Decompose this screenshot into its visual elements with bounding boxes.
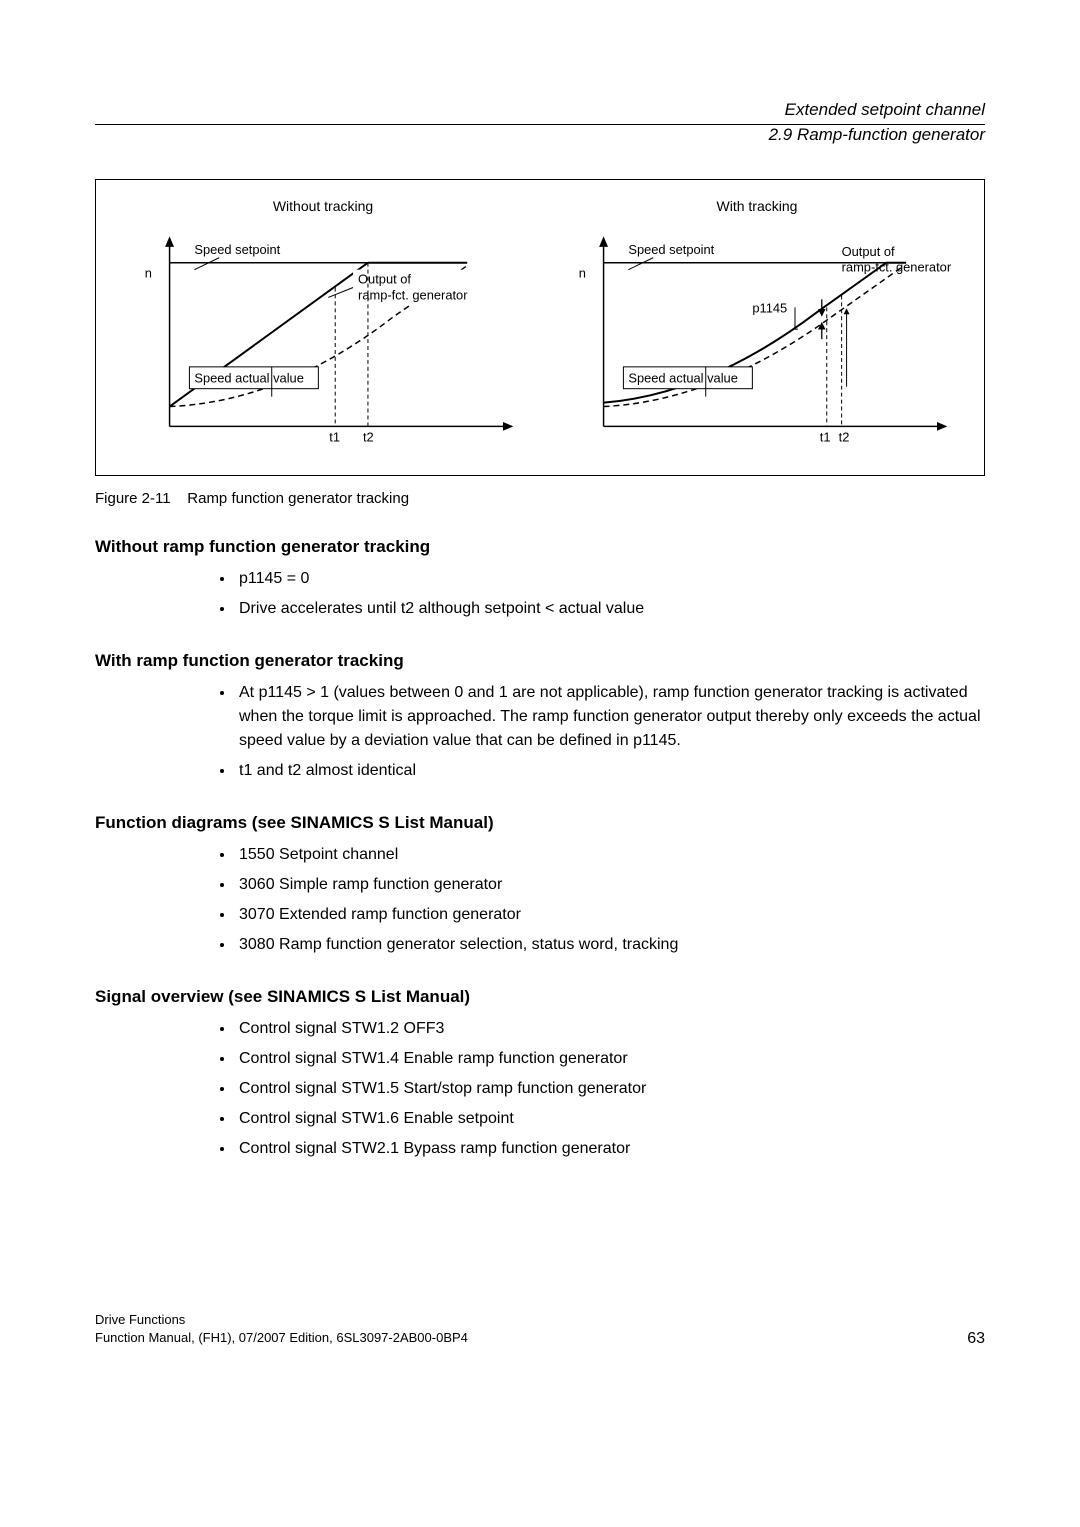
section-diagrams-title: Function diagrams (see SINAMICS S List M… <box>95 813 985 833</box>
section-with-title: With ramp function generator tracking <box>95 651 985 671</box>
actual-label-left: Speed actual value <box>194 371 304 386</box>
figure-caption: Figure 2-11 Ramp function generator trac… <box>95 490 985 507</box>
t2-right: t2 <box>838 429 849 444</box>
list-item: 1550 Setpoint channel <box>235 843 985 867</box>
output-l1-right: Output of <box>841 244 894 259</box>
n-label-left: n <box>144 266 151 281</box>
footer: Drive Functions Function Manual, (FH1), … <box>95 1311 985 1347</box>
section-without-list: p1145 = 0 Drive accelerates until t2 alt… <box>235 567 985 621</box>
list-item: p1145 = 0 <box>235 567 985 591</box>
t2-left: t2 <box>363 429 374 444</box>
footer-line1: Drive Functions <box>95 1311 468 1329</box>
list-item: 3080 Ramp function generator selection, … <box>235 933 985 957</box>
list-item: Control signal STW2.1 Bypass ramp functi… <box>235 1137 985 1161</box>
actual-label-right: Speed actual value <box>628 371 738 386</box>
output-l2-left: ramp-fct. generator <box>358 287 468 302</box>
setpoint-label-right: Speed setpoint <box>628 242 714 257</box>
list-item: At p1145 > 1 (values between 0 and 1 are… <box>235 681 985 753</box>
output-l2-right: ramp-fct. generator <box>841 260 951 275</box>
caption-prefix: Figure 2-11 <box>95 490 171 507</box>
list-item: 3070 Extended ramp function generator <box>235 903 985 927</box>
n-label-right: n <box>578 266 585 281</box>
list-item: Control signal STW1.6 Enable setpoint <box>235 1107 985 1131</box>
list-item: Control signal STW1.4 Enable ramp functi… <box>235 1047 985 1071</box>
output-l1-left: Output of <box>358 272 411 287</box>
list-item: Control signal STW1.5 Start/stop ramp fu… <box>235 1077 985 1101</box>
list-item: Control signal STW1.2 OFF3 <box>235 1017 985 1041</box>
page-number: 63 <box>967 1330 985 1348</box>
caption-text: Ramp function generator tracking <box>187 490 409 507</box>
section-signals-list: Control signal STW1.2 OFF3 Control signa… <box>235 1017 985 1161</box>
figure-box: Without tracking n Speed setpoint <box>95 179 985 476</box>
section-without-title: Without ramp function generator tracking <box>95 537 985 557</box>
footer-line2: Function Manual, (FH1), 07/2007 Edition,… <box>95 1329 468 1347</box>
setpoint-label-left: Speed setpoint <box>194 242 280 257</box>
chart-right-title: With tracking <box>549 198 966 214</box>
section-signals-title: Signal overview (see SINAMICS S List Man… <box>95 987 985 1007</box>
list-item: 3060 Simple ramp function generator <box>235 873 985 897</box>
section-with-list: At p1145 > 1 (values between 0 and 1 are… <box>235 681 985 783</box>
section-diagrams-list: 1550 Setpoint channel 3060 Simple ramp f… <box>235 843 985 957</box>
chart-left-svg: n Speed setpoint Output of ramp-fct. gen… <box>115 228 532 456</box>
list-item: t1 and t2 almost identical <box>235 759 985 783</box>
header-title: Extended setpoint channel <box>95 100 985 120</box>
chart-right-svg: n Speed setpoint Output of ramp-fct. gen… <box>549 228 966 456</box>
header-sub: 2.9 Ramp-function generator <box>95 125 985 145</box>
list-item: Drive accelerates until t2 although setp… <box>235 597 985 621</box>
t1-left: t1 <box>329 429 340 444</box>
t1-right: t1 <box>819 429 830 444</box>
p1145-label: p1145 <box>752 300 787 315</box>
chart-left-title: Without tracking <box>115 198 532 214</box>
